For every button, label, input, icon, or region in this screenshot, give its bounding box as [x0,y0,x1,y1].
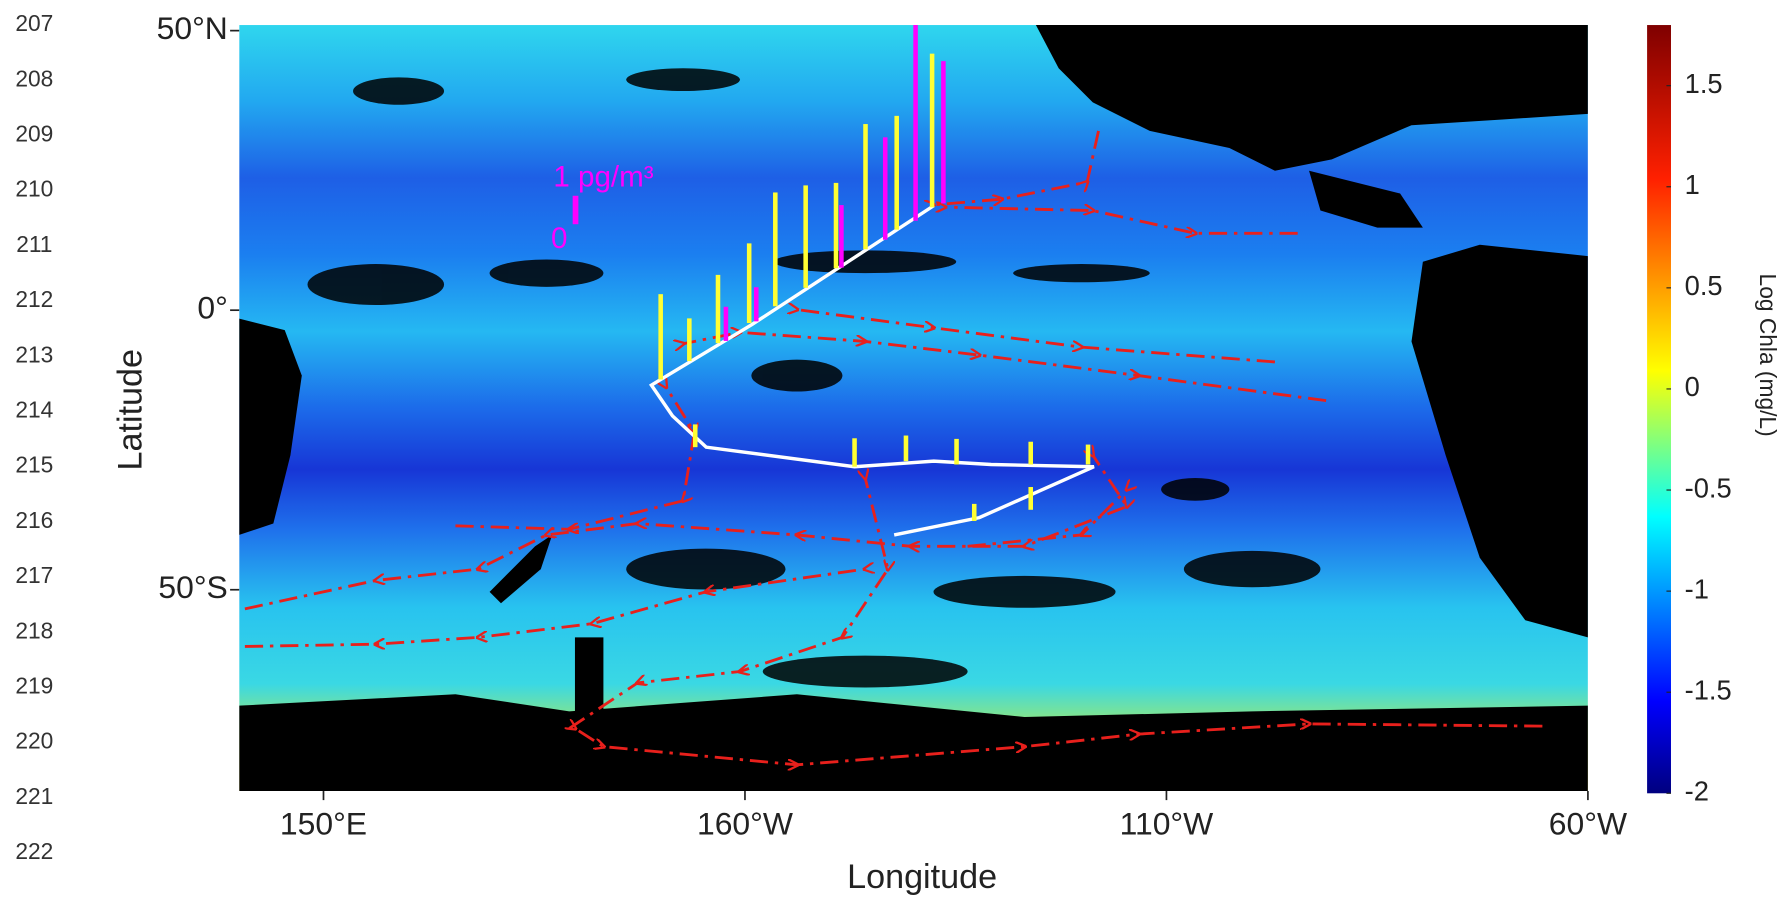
x-tick-label: 150°E [280,805,367,841]
y-tick-label: 50°S [158,569,227,605]
colorbar-tick-label: 1 [1685,169,1700,200]
line-number: 209 [15,120,53,146]
scale-bar-label: 1 pg/m³ [553,161,653,194]
line-number: 221 [15,783,53,809]
line-number: 220 [15,728,53,754]
x-tick-label: 110°W [1120,805,1214,841]
colorbar-tick-label: -1 [1685,573,1709,604]
concentration-bar [754,287,759,321]
concentration-bar [687,318,692,361]
concentration-bar [972,504,977,521]
line-number: 207 [15,10,53,36]
concentration-bar [693,424,698,447]
concentration-bar [894,116,899,230]
y-axis-label: Latitude [111,349,149,470]
line-number: 214 [15,396,53,422]
line-number: 210 [15,176,53,202]
scale-bar-zero: 0 [551,222,567,255]
line-number: 212 [15,286,53,312]
y-tick-label: 0° [197,290,227,326]
concentration-bar [716,275,721,343]
colorbar [1647,25,1671,793]
line-number: 222 [15,838,53,864]
concentration-bar [803,185,808,287]
colorbar-tick-label: 1.5 [1685,68,1723,99]
line-number: 208 [15,65,53,91]
colorbar-tick-label: -2 [1685,776,1709,807]
concentration-bar [658,294,663,379]
page: {"line_numbers":[207,208,209,210,211,212… [0,0,1785,898]
concentration-bar [930,54,935,208]
concentration-bar [1086,445,1091,465]
concentration-bar [904,436,909,462]
scale-bar [573,196,579,224]
concentration-bar [863,124,868,249]
x-tick-label: 160°W [697,805,793,841]
colorbar-tick-label: -0.5 [1685,472,1732,503]
line-number: 218 [15,617,53,643]
line-number: 216 [15,507,53,533]
concentration-bar [747,243,752,323]
concentration-bar [724,307,729,341]
figure: Longitude Latitude Log Chla (mg/L) 207 20… [0,0,1785,898]
concentration-bar [941,61,946,203]
concentration-bar [1028,442,1033,465]
concentration-bar [839,205,844,268]
line-number: 219 [15,672,53,698]
concentration-bar [852,438,857,466]
line-number: 215 [15,452,53,478]
concentration-bar [883,137,888,239]
colorbar-tick-label: 0 [1685,371,1700,402]
colorbar-tick-label: -1.5 [1685,674,1732,705]
map [239,22,1588,791]
concentration-bar [913,22,918,221]
y-tick-label: 50°N [157,10,228,46]
concentration-bar [773,192,778,306]
colorbar-label: Log Chla (mg/L) [1755,274,1781,437]
concentration-bar [1028,487,1033,510]
line-number: 217 [15,562,53,588]
concentration-bar [954,439,959,465]
line-number: 213 [15,341,53,367]
concentration-bar [834,183,839,268]
x-tick-label: 60°W [1549,805,1627,841]
colorbar-tick-label: 0.5 [1685,270,1723,301]
line-number: 211 [16,231,52,257]
x-axis-label: Longitude [847,858,997,896]
